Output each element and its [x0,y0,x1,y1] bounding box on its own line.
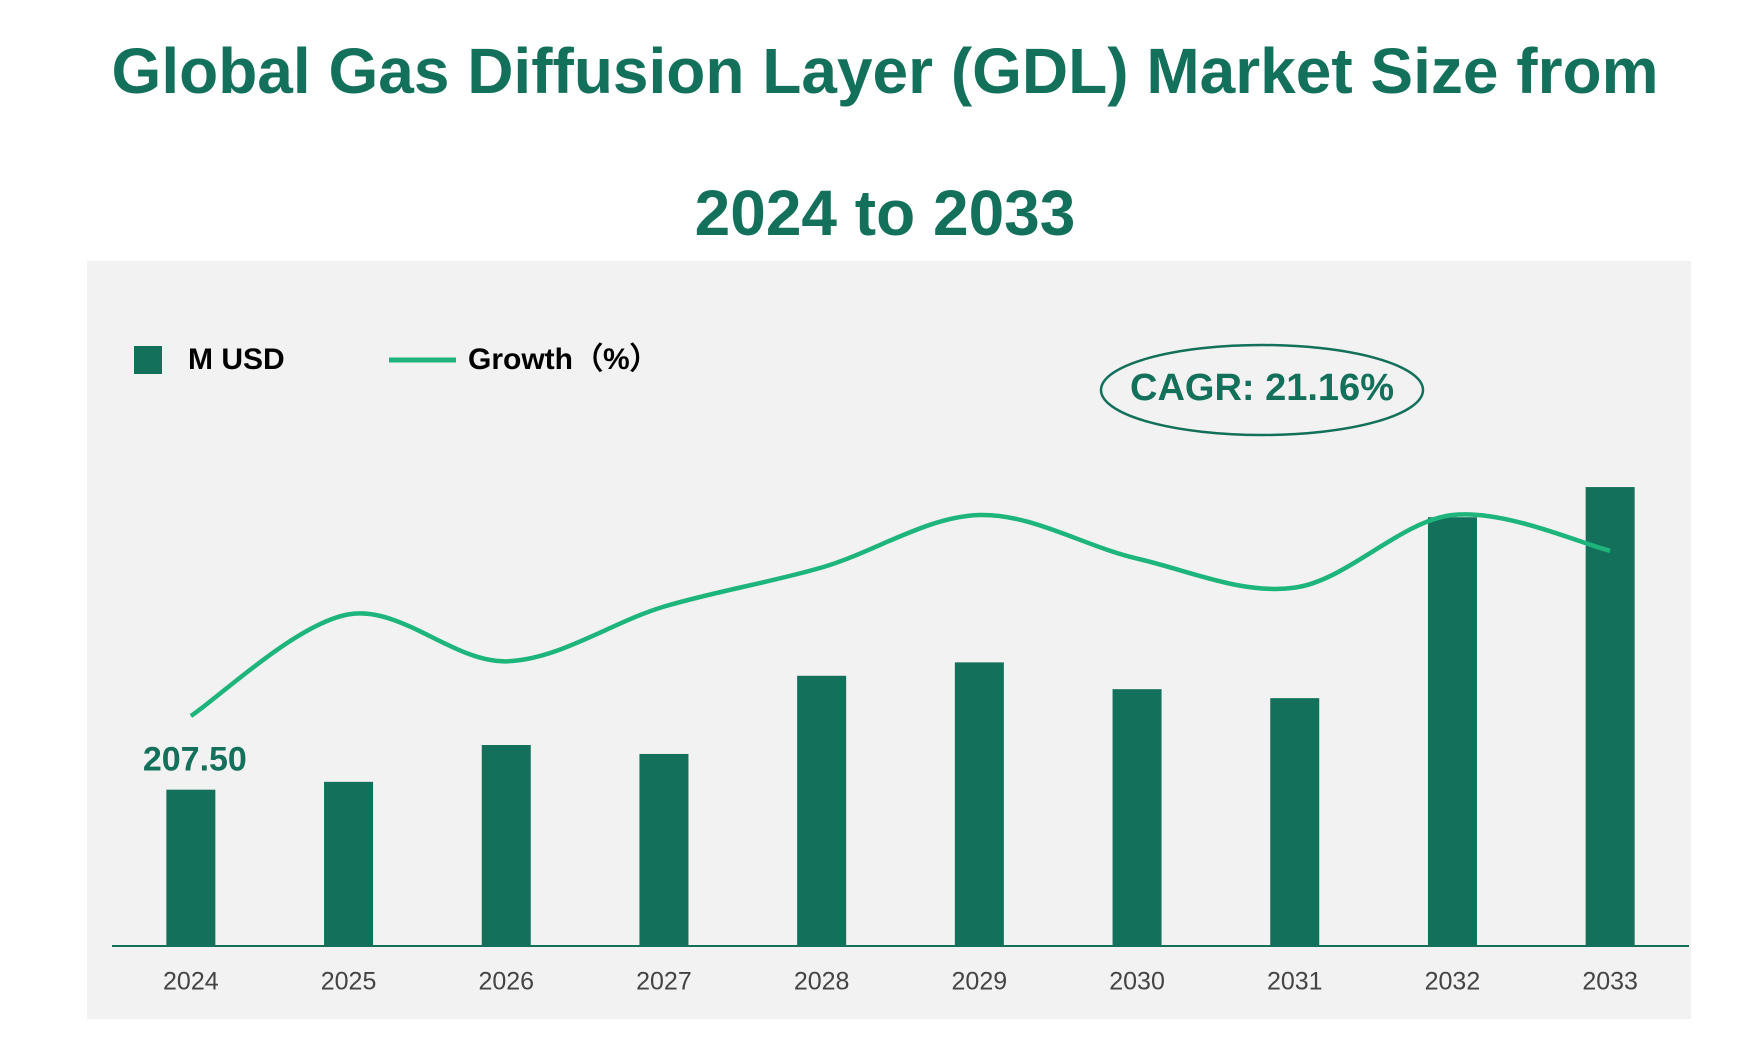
chart-title: Global Gas Diffusion Layer (GDL) Market … [112,35,1659,107]
annotation: CAGR: 21.16% [1130,367,1394,409]
x-tick-label: 2033 [1582,968,1638,996]
data-label: 207.50 [143,741,247,779]
bar [324,781,374,946]
x-tick-label: 2028 [794,968,850,996]
bar [481,745,531,946]
chart-title: 2024 to 2033 [695,177,1076,249]
legend-label: Growth（%） [468,342,660,376]
bar [954,662,1004,946]
x-tick-label: 2031 [1267,968,1323,996]
legend-label: M USD [188,343,285,376]
bar [639,753,689,946]
bar [1112,689,1162,946]
annotation-ellipse [1099,343,1425,437]
bar [797,675,847,946]
x-tick-label: 2032 [1425,968,1481,996]
legend-swatch [134,346,162,374]
x-tick-label: 2026 [478,968,534,996]
bar [1427,517,1477,946]
x-tick-label: 2030 [1109,968,1165,996]
x-tick-label: 2027 [636,968,692,996]
x-tick-label: 2024 [163,968,219,996]
bar [166,789,216,946]
bar [1270,698,1320,946]
x-tick-label: 2029 [952,968,1008,996]
growth-line [189,512,1611,718]
x-tick-label: 2025 [321,968,377,996]
bar [1585,487,1635,946]
